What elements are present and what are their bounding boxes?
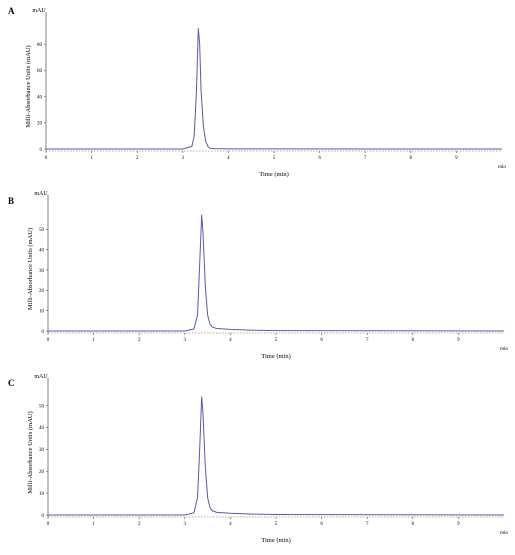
y-tick-label: 50 xyxy=(39,404,45,409)
chromatogram-trace xyxy=(46,28,503,150)
x-tick-label: 3 xyxy=(184,338,187,343)
x-tick-label: 4 xyxy=(227,156,230,161)
x-tick-label: 8 xyxy=(412,338,415,343)
y-tick-label: 60 xyxy=(37,69,43,74)
x-tick-label: 0 xyxy=(47,522,50,527)
x-tick-label: 2 xyxy=(138,338,141,343)
x-tick-label: 0 xyxy=(47,338,50,343)
x-tick-label: 5 xyxy=(275,338,278,343)
x-axis-title: Time (min) xyxy=(261,353,291,360)
x-tick-label: 7 xyxy=(366,522,369,527)
x-axis-title: Time (min) xyxy=(259,171,289,178)
y-tick-label: 80 xyxy=(37,43,43,48)
chromatogram-chart: mAU 0 20 40 60 80 0 1 2 3 4 5 6 7 8 9 min Time (min) Milli… xyxy=(25,8,506,178)
x-tick-label: 2 xyxy=(136,156,139,161)
x-tick-label: 2 xyxy=(138,522,141,527)
x-tick-label: 4 xyxy=(229,338,232,343)
chromatogram-panel-b: B mAU 0 10 20 30 40 50 0 1 2 3 4 5 6 7 8 9 min Time (min) M… xyxy=(0,183,515,366)
x-tick-label: 9 xyxy=(457,338,460,343)
y-tick-label: 20 xyxy=(39,289,45,294)
y-tick-label: 20 xyxy=(39,470,45,475)
x-tick-label: 5 xyxy=(275,522,278,527)
y-tick-label: 20 xyxy=(37,122,43,127)
y-tick-label: 0 xyxy=(40,148,43,153)
chromatogram-trace xyxy=(48,396,505,516)
x-unit-label: min xyxy=(500,347,508,352)
x-unit-label: min xyxy=(500,531,508,536)
x-tick-label: 1 xyxy=(92,522,95,527)
x-tick-label: 3 xyxy=(184,522,187,527)
x-tick-label: 6 xyxy=(318,156,321,161)
chromatogram-chart: mAU 0 10 20 30 40 50 0 1 2 3 4 5 6 7 8 9 min Time (min) Mil… xyxy=(27,191,508,360)
x-tick-label: 8 xyxy=(412,522,415,527)
x-tick-label: 4 xyxy=(229,522,232,527)
x-tick-label: 7 xyxy=(364,156,367,161)
x-axis-title: Time (min) xyxy=(261,537,291,544)
x-tick-label: 9 xyxy=(457,522,460,527)
x-tick-label: 9 xyxy=(455,156,458,161)
y-tick-label: 0 xyxy=(42,514,45,519)
panel-label: B xyxy=(8,196,15,206)
chromatogram-trace xyxy=(48,214,505,332)
y-axis-title: Milli-Absorbance Units (mAU) xyxy=(25,45,32,127)
y-tick-label: 40 xyxy=(37,95,43,100)
x-tick-label: 6 xyxy=(320,522,323,527)
x-tick-label: 3 xyxy=(182,156,185,161)
x-unit-label: min xyxy=(498,165,506,170)
chromatogram-chart: mAU 0 10 20 30 40 50 0 1 2 3 4 5 6 7 8 9 min Time (min) Mil… xyxy=(27,374,508,544)
y-tick-label: 10 xyxy=(39,309,45,314)
x-tick-label: 1 xyxy=(92,338,95,343)
y-tick-label: 50 xyxy=(39,228,45,233)
y-tick-label: 0 xyxy=(42,330,45,335)
x-tick-label: 5 xyxy=(273,156,276,161)
y-tick-label: 40 xyxy=(39,426,45,431)
chromatogram-panel-c: C mAU 0 10 20 30 40 50 0 1 2 3 4 5 6 7 8 9 min Time (min) M… xyxy=(0,366,515,550)
x-tick-label: 7 xyxy=(366,338,369,343)
x-tick-label: 8 xyxy=(410,156,413,161)
y-unit-label: mAU xyxy=(32,8,46,14)
y-tick-label: 40 xyxy=(39,249,45,254)
panel-label: C xyxy=(8,378,15,388)
y-tick-label: 30 xyxy=(39,269,45,274)
y-unit-label: mAU xyxy=(34,374,48,380)
chromatogram-panel-a: A mAU 0 20 40 60 80 0 1 2 3 4 5 6 7 8 9 min Time (min) Mil… xyxy=(0,0,515,183)
x-tick-label: 0 xyxy=(45,156,48,161)
y-tick-label: 30 xyxy=(39,448,45,453)
y-axis-title: Milli-Absorbance Units (mAU) xyxy=(27,228,34,310)
y-axis-title: Milli-Absorbance Units (mAU) xyxy=(27,411,34,493)
y-unit-label: mAU xyxy=(34,191,48,197)
x-tick-label: 1 xyxy=(90,156,93,161)
panel-label: A xyxy=(8,6,15,16)
x-tick-label: 6 xyxy=(320,338,323,343)
y-tick-label: 10 xyxy=(39,492,45,497)
